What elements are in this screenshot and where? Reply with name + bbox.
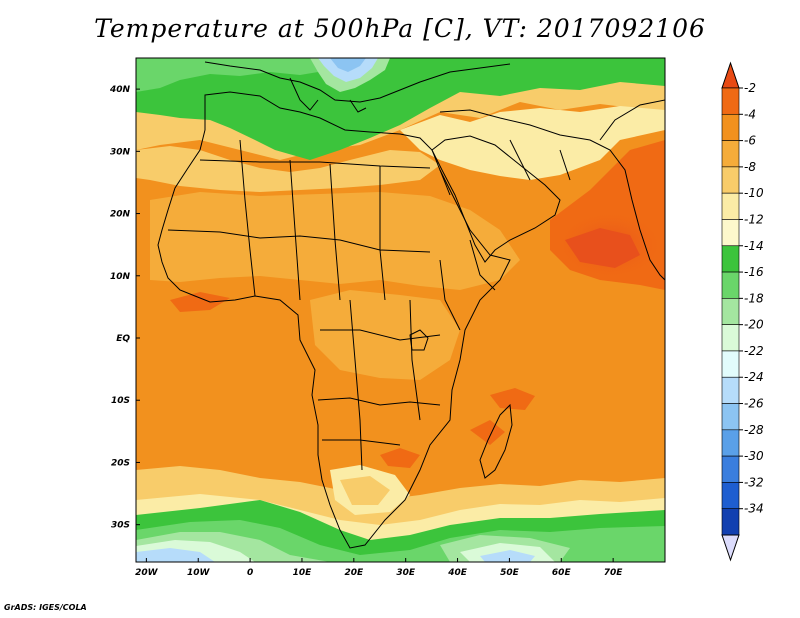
colorbar-swatch: [721, 192, 740, 220]
colorbar-swatch: [721, 245, 740, 273]
credit-text: GrADS: IGES/COLA: [4, 603, 87, 612]
colorbar-swatch: [721, 140, 740, 168]
map-title: Temperature at 500hPa [C], VT: 201709210…: [94, 14, 706, 43]
colorbar-label: -22: [744, 344, 764, 358]
colorbar-label: -24: [744, 370, 764, 384]
colorbar-top-arrow: [721, 61, 740, 89]
map-frame: [135, 57, 666, 563]
colorbar-swatch: [721, 324, 740, 352]
colorbar-label: -10: [744, 186, 764, 200]
colorbar: -2 -4 -6 -8 -10 -12 -14 -16 -18 -20 -22 -24 -26 -28 -3…: [721, 61, 764, 562]
lat-tick-label: 10S: [111, 396, 130, 406]
lon-tick-label: 60E: [552, 568, 572, 578]
colorbar-label: -18: [744, 291, 764, 305]
colorbar-swatch: [721, 219, 740, 247]
temperature-field: [136, 58, 665, 562]
colorbar-swatch: [721, 429, 740, 457]
lat-tick-label: 30S: [111, 521, 130, 531]
lat-tick-label: EQ: [116, 334, 130, 344]
lon-tick-label: 0: [247, 568, 253, 578]
colorbar-label: -4: [744, 107, 756, 121]
lat-tick-label: 30N: [110, 147, 131, 157]
lon-tick-label: 20W: [135, 568, 159, 578]
lon-tick-label: 40E: [447, 568, 468, 578]
colorbar-swatch: [721, 87, 740, 115]
lon-tick-label: 30E: [396, 568, 416, 578]
longitude-axis: 20W 10W 0 10E 20E 30E 40E 50E 60E 70E: [135, 558, 623, 578]
lon-tick-label: 70E: [604, 568, 624, 578]
lon-tick-label: 10W: [187, 568, 211, 578]
pale-green-north: [136, 58, 330, 92]
colorbar-label: -30: [744, 449, 764, 463]
colorbar-label: -16: [744, 265, 764, 279]
lon-tick-label: 20E: [344, 568, 364, 578]
colorbar-label: -6: [744, 134, 756, 148]
colorbar-label: -8: [744, 160, 756, 174]
colorbar-label: -14: [744, 239, 764, 253]
lon-tick-label: 10E: [293, 568, 313, 578]
colorbar-label: -20: [744, 318, 764, 332]
lat-tick-label: 10N: [110, 272, 131, 282]
colorbar-label: -12: [744, 212, 764, 226]
colorbar-swatch: [721, 113, 740, 141]
mild-region-north: [400, 106, 665, 180]
colorbar-swatch: [721, 376, 740, 404]
colorbar-swatch: [721, 508, 740, 536]
lat-tick-label: 40N: [109, 85, 131, 95]
colorbar-label: -28: [744, 423, 764, 437]
colorbar-swatch: [721, 350, 740, 378]
colorbar-swatch: [721, 298, 740, 325]
colorbar-swatch: [721, 271, 740, 299]
colorbar-bottom-arrow: [721, 534, 740, 562]
latitude-axis: 40N 30N 20N 10N EQ 10S 20S 30S: [109, 85, 140, 531]
colorbar-label: -34: [744, 502, 764, 516]
lat-tick-label: 20N: [110, 210, 131, 220]
colorbar-swatch: [721, 455, 740, 483]
colorbar-swatch: [721, 403, 740, 431]
colorbar-label: -26: [744, 397, 764, 411]
colorbar-swatch: [721, 166, 740, 194]
lat-tick-label: 20S: [111, 458, 130, 468]
green-region-north: [136, 58, 665, 160]
coastlines: [157, 61, 665, 549]
colorbar-label: -32: [744, 475, 764, 489]
lon-tick-label: 50E: [500, 568, 520, 578]
colorbar-swatch: [721, 482, 740, 510]
colorbar-label: -2: [744, 81, 756, 95]
